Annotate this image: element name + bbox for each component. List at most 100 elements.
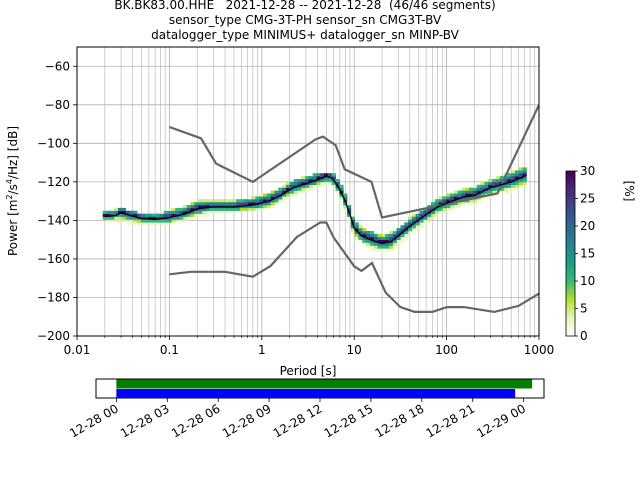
density-cell (117, 210, 123, 214)
colorbar-tick-label: 15 (580, 247, 595, 261)
density-cell (358, 239, 363, 243)
density-cell (442, 196, 447, 200)
density-cell (381, 239, 386, 243)
density-cell (408, 216, 413, 220)
density-cell (247, 207, 252, 212)
density-cell (404, 225, 409, 229)
density-cell (201, 213, 207, 217)
density-cell (266, 202, 272, 206)
density-cell (503, 187, 508, 191)
density-cell (293, 187, 298, 191)
density-cell (266, 204, 272, 209)
density-cell (438, 210, 443, 214)
density-cell (327, 173, 333, 177)
density-cell (373, 233, 378, 238)
density-cell (488, 181, 493, 186)
density-cell (125, 216, 130, 220)
density-cell (465, 190, 470, 194)
density-cell (190, 216, 195, 220)
density-cell (507, 190, 512, 194)
density-cell (476, 184, 481, 188)
density-cell (419, 210, 424, 214)
density-cell (411, 228, 417, 232)
density-cell (263, 204, 268, 209)
density-cell (480, 196, 485, 200)
density-cell (209, 207, 214, 212)
density-cell (514, 170, 520, 174)
density-cell (354, 228, 359, 232)
density-cell (247, 204, 252, 209)
density-cell (453, 204, 459, 209)
density-cell (198, 202, 203, 206)
density-cell (404, 230, 409, 235)
density-cell (156, 213, 161, 217)
y-tick-label: −200 (37, 329, 70, 343)
density-cell (163, 219, 168, 223)
density-cell (419, 225, 424, 229)
density-cell (251, 204, 256, 209)
density-cell (331, 176, 336, 180)
density-cell (381, 245, 386, 249)
timeline-bar-0 (116, 379, 533, 389)
density-cell (453, 202, 459, 206)
density-cell (171, 207, 176, 212)
density-cell (194, 210, 199, 214)
density-cell (507, 184, 512, 188)
density-cell (518, 167, 523, 171)
density-cell (388, 242, 394, 246)
density-cell (102, 213, 107, 217)
density-cell (117, 207, 123, 212)
density-cell (228, 207, 233, 212)
density-cell (343, 196, 348, 200)
density-cell (117, 216, 123, 220)
density-cell (522, 184, 527, 188)
density-cell (358, 228, 363, 232)
density-cell (152, 222, 157, 226)
y-tick-label: −120 (37, 175, 70, 189)
density-cell (366, 245, 371, 249)
density-cell (297, 187, 302, 191)
density-cell (167, 210, 172, 214)
density-cell (366, 242, 371, 246)
density-cell (354, 233, 359, 238)
density-cell (285, 187, 291, 191)
density-cell (461, 193, 466, 197)
density-cell (388, 248, 394, 252)
density-cell (396, 242, 401, 246)
density-cell (438, 207, 443, 212)
density-cell (430, 210, 436, 214)
density-cell (129, 216, 134, 220)
density-cell (366, 233, 371, 238)
density-cell (110, 210, 115, 214)
density-cell (522, 181, 527, 186)
density-cell (110, 216, 115, 220)
density-cell (331, 184, 336, 188)
density-cell (511, 176, 516, 180)
density-cell (182, 213, 188, 217)
density-cell (205, 199, 210, 203)
density-cell (381, 233, 386, 238)
density-cell (282, 193, 287, 197)
density-cell (194, 213, 199, 217)
density-cell (514, 173, 520, 177)
density-cell (270, 193, 275, 197)
density-cell (152, 213, 157, 217)
density-cell (114, 207, 119, 212)
density-cell (499, 176, 504, 180)
density-cell (457, 202, 462, 206)
density-cell (446, 199, 451, 203)
density-cell (232, 199, 237, 203)
density-cell (499, 178, 504, 183)
density-cell (381, 242, 386, 246)
density-cell (190, 202, 195, 206)
density-cell (411, 219, 417, 223)
density-cell (457, 193, 462, 197)
density-cell (461, 190, 466, 194)
density-cell (221, 202, 226, 206)
density-cell (133, 219, 138, 223)
density-cell (186, 213, 191, 217)
density-cell (102, 216, 107, 220)
density-cell (507, 173, 512, 177)
density-cell (461, 187, 466, 191)
density-cell (457, 190, 462, 194)
